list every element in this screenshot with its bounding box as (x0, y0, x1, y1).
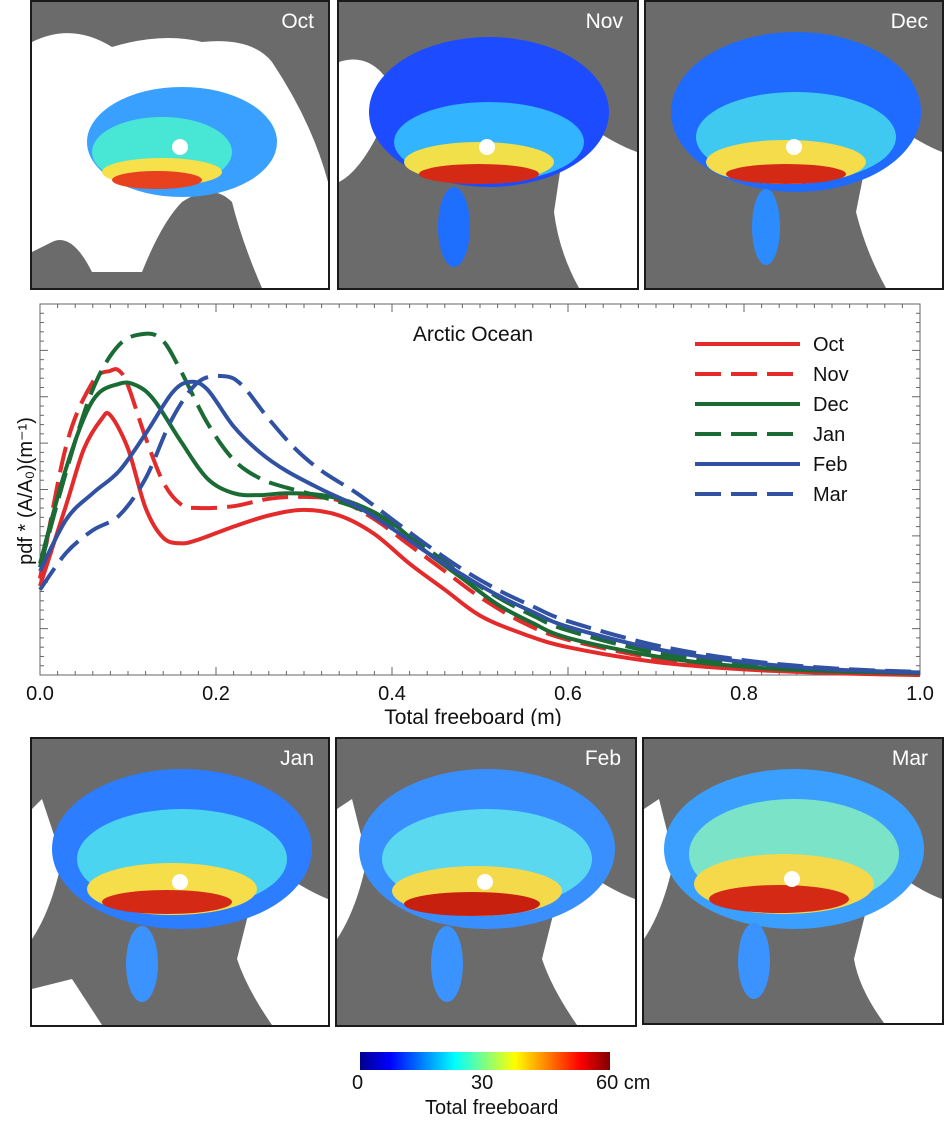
map-month-label: Nov (585, 10, 623, 33)
colorbar-title: Total freeboard (425, 1097, 559, 1119)
colorbar (360, 1052, 610, 1070)
map-month-label: Dec (890, 10, 928, 33)
axis-ticks (39, 303, 921, 676)
colorbar-tick-30: 30 (471, 1072, 494, 1094)
plot-frame (39, 303, 921, 676)
sea-ice-map (337, 739, 635, 1025)
map-panel-mar: Mar (642, 737, 944, 1025)
x-tick-label: 0.6 (554, 683, 582, 705)
y-axis-label: pdf * (A/A₀)(m⁻¹) (15, 417, 37, 565)
x-tick-label: 0.4 (378, 683, 406, 705)
legend: Oct Nov Dec Jan Feb Mar (695, 334, 849, 506)
x-tick-labels: 0.0 0.2 0.4 0.6 0.8 1.0 (26, 683, 934, 705)
legend-label-feb: Feb (813, 454, 847, 476)
series-line-feb (38, 379, 921, 675)
map-month-label: Oct (281, 10, 314, 33)
x-tick-label: 0.0 (26, 683, 54, 705)
x-tick-label: 1.0 (906, 683, 934, 705)
map-panel-feb: Feb (335, 737, 637, 1027)
sea-ice-map (32, 739, 328, 1025)
x-tick-label: 0.2 (202, 683, 230, 705)
plot-border (39, 303, 921, 676)
legend-label-jan: Jan (813, 424, 845, 446)
map-month-label: Feb (584, 747, 621, 770)
map-month-label: Mar (891, 747, 928, 770)
map-panel-dec: Dec (644, 0, 944, 290)
legend-label-mar: Mar (813, 484, 848, 506)
legend-label-dec: Dec (813, 394, 849, 416)
sea-ice-map (646, 2, 942, 288)
series-line-mar (38, 373, 921, 674)
x-axis-label: Total freeboard (m) (384, 706, 561, 726)
chart-title: Arctic Ocean (413, 323, 533, 346)
sea-ice-map (32, 2, 328, 288)
map-month-label: Jan (280, 747, 314, 770)
map-panel-jan: Jan (30, 737, 330, 1027)
series-line-jan (38, 331, 921, 676)
series-line-dec (38, 380, 921, 676)
map-panel-oct: Oct (30, 0, 330, 290)
x-tick-label: 0.8 (730, 683, 758, 705)
legend-label-nov: Nov (813, 364, 849, 386)
sea-ice-map (339, 2, 637, 288)
colorbar-tick-60: 60 cm (596, 1072, 651, 1094)
colorbar-tick-0: 0 (352, 1072, 364, 1094)
series-line-oct (38, 410, 921, 677)
sea-ice-map (644, 739, 942, 1023)
legend-label-oct: Oct (813, 334, 845, 356)
series-lines (38, 331, 921, 677)
map-panel-nov: Nov (337, 0, 639, 290)
